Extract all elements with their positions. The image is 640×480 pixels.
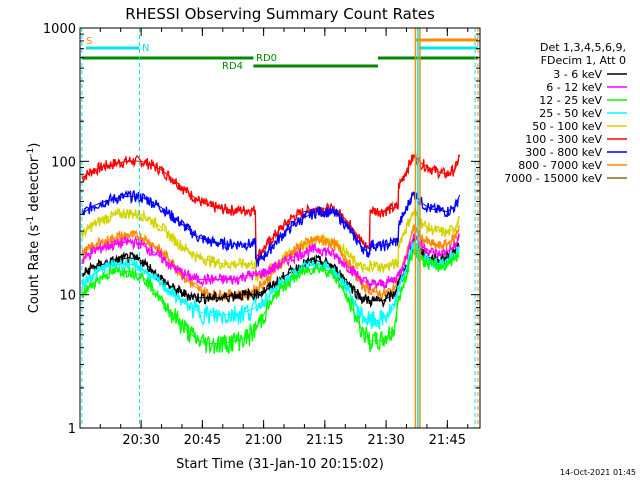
rd0-flag-label: RD0 [256, 53, 277, 64]
x-tick-label: 20:45 [184, 433, 221, 448]
series-noise [81, 240, 460, 330]
y-axis-label: Count Rate (s-1 detector-1) [26, 143, 42, 314]
x-tick-label: 20:30 [122, 433, 159, 448]
timestamp: 14-Oct-2021 01:45 [560, 468, 636, 477]
plot-frame [79, 27, 481, 429]
night-flag-label: N [142, 43, 149, 54]
legend-header: FDecim 1, Att 0 [541, 54, 626, 67]
x-axis-label: Start Time (31-Jan-10 20:15:02) [176, 457, 384, 472]
y-tick-label: 100 [51, 155, 76, 170]
legend: Det 1,3,4,5,6,9,FDecim 1, Att 03 - 6 keV… [504, 41, 627, 185]
series-noise [81, 246, 460, 355]
legend-entry-label: 300 - 800 keV [525, 146, 602, 159]
y-tick-label: 10 [59, 289, 76, 304]
flag-layer: S N RD0 RD4 [81, 28, 479, 428]
series-noise [81, 189, 460, 269]
axis-layer: 20:30 20:45 21:00 21:15 21:30 21:45 1 10 100 1000 [43, 22, 480, 448]
y-tick-label: 1000 [43, 22, 76, 37]
x-tick-label: 21:30 [367, 433, 404, 448]
series-noise [81, 237, 460, 309]
legend-entry-label: 100 - 300 keV [525, 133, 602, 146]
legend-entry-label: 12 - 25 keV [539, 94, 602, 107]
y-axis-label-mid: detector [27, 156, 42, 216]
legend-entry-label: 6 - 12 keV [546, 81, 602, 94]
series-noise [81, 153, 460, 264]
series-noise [81, 206, 460, 283]
saa-flag-label: S [86, 36, 92, 47]
chart-title: RHESSI Observing Summary Count Rates [125, 5, 435, 23]
series-noise [81, 231, 460, 291]
y-axis-label-sup1: -1 [26, 216, 36, 225]
y-axis-label-sup2: -1 [26, 148, 36, 157]
x-tick-label: 21:15 [306, 433, 343, 448]
legend-entry-label: 7000 - 15000 keV [504, 172, 602, 185]
y-axis-label-end: ) [27, 143, 42, 148]
legend-entry-label: 50 - 100 keV [532, 120, 602, 133]
legend-entry-label: 3 - 6 keV [553, 68, 602, 81]
legend-header: Det 1,3,4,5,6,9, [540, 41, 626, 54]
y-axis-label-main: Count Rate (s [27, 225, 42, 314]
legend-entry-label: 800 - 7000 keV [518, 159, 602, 172]
x-tick-label: 21:00 [245, 433, 282, 448]
x-tick-label: 21:45 [429, 433, 466, 448]
y-tick-label: 1 [68, 422, 76, 437]
rd4-flag-label: RD4 [222, 61, 243, 72]
legend-entry-label: 25 - 50 keV [539, 107, 602, 120]
